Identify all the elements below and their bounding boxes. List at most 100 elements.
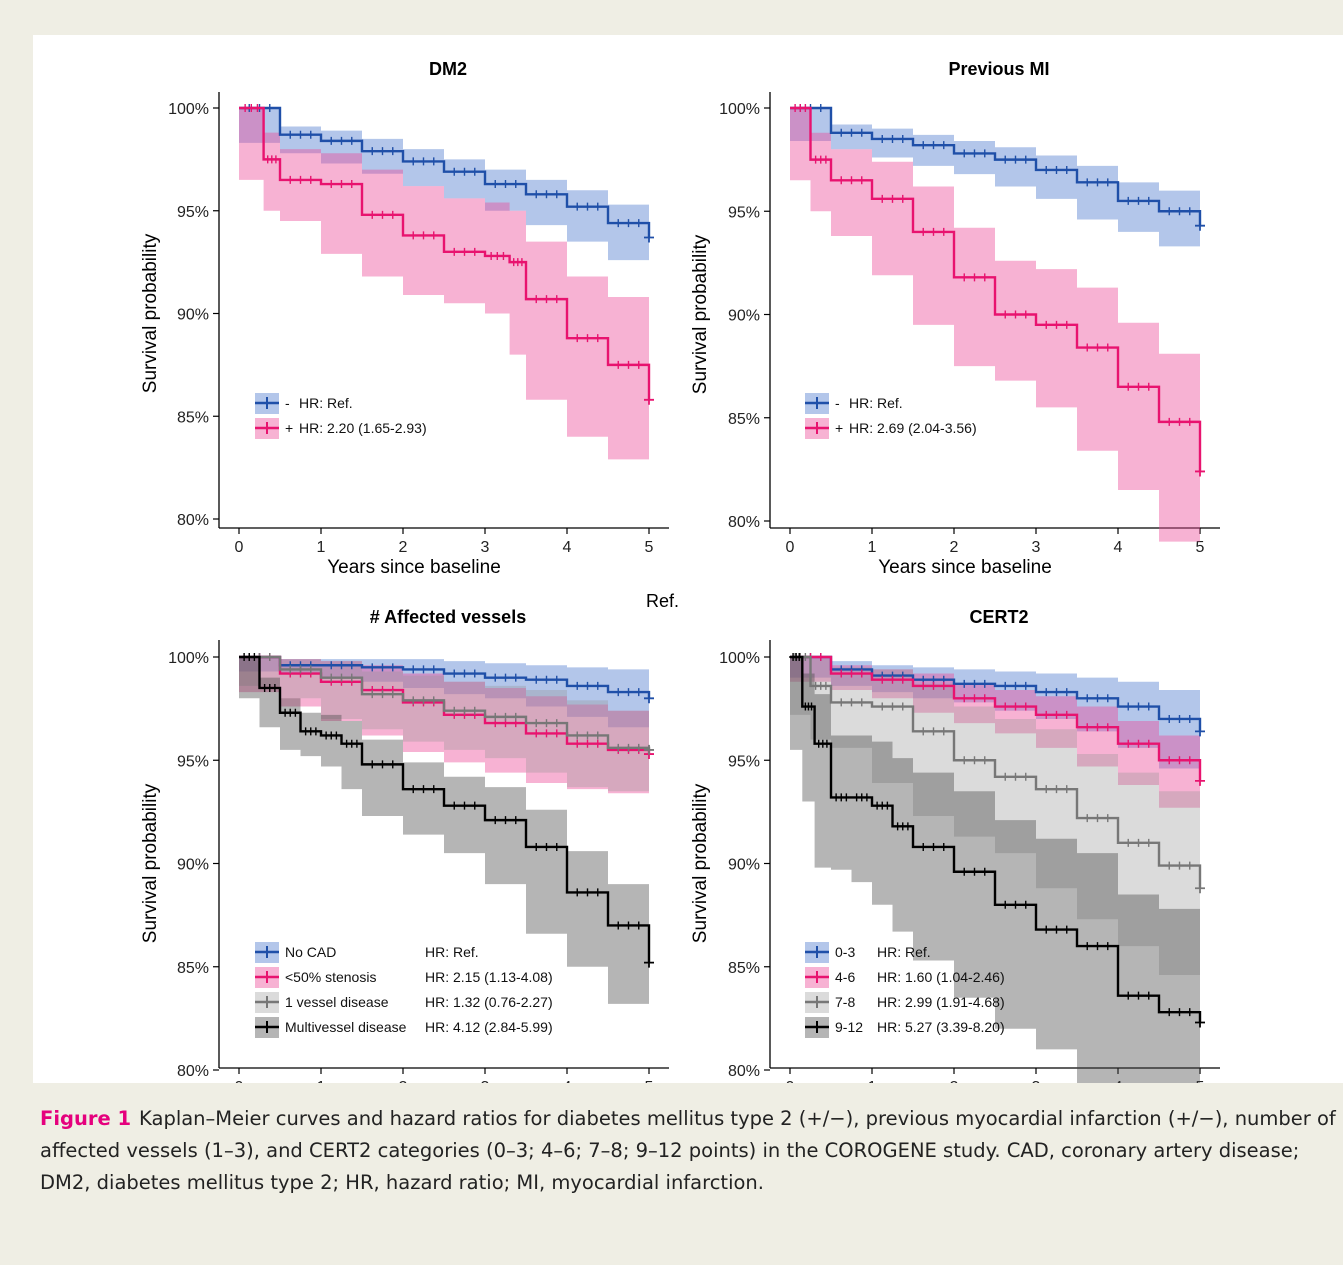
censor-mark [460, 706, 469, 715]
censor-marks-2 [241, 104, 654, 405]
x-tick-label: 0 [786, 1079, 795, 1083]
censor-mark [429, 665, 438, 674]
censor-mark [1144, 196, 1153, 205]
censor-mark [593, 202, 602, 211]
censor-mark [1144, 838, 1153, 847]
censor-mark [1021, 310, 1030, 319]
censor-mark [1144, 739, 1153, 748]
censor-marks-4 [240, 653, 654, 968]
censor-marks-3 [791, 653, 1205, 894]
y-tick-label: 85% [177, 409, 209, 426]
censor-mark [378, 147, 387, 156]
y-tick-label: 95% [177, 204, 209, 221]
censor-mark [501, 180, 510, 189]
censor-mark [857, 176, 866, 185]
censor-mark [368, 147, 377, 156]
x-tick-label: 4 [563, 1079, 572, 1083]
censor-mark [624, 360, 633, 369]
censor-mark [409, 231, 418, 240]
censor-mark [1052, 710, 1061, 719]
censor-mark [327, 673, 336, 682]
censor-mark [583, 681, 592, 690]
legend-hr: HR: 5.27 (3.39-8.20) [877, 1019, 1005, 1035]
y-tick-label: 80% [177, 1063, 209, 1080]
legend-hr: HR: Ref. [849, 395, 903, 411]
censor-mark [306, 175, 315, 184]
censor-mark [807, 702, 816, 711]
censor-mark [960, 149, 969, 158]
censor-mark [491, 673, 500, 682]
censor-mark [1103, 723, 1112, 732]
censor-mark [347, 673, 356, 682]
chart-panel-3: # Affected vessels 80% 85% 90% 95% 100% 0 1 2 3 4 5… [140, 607, 669, 1083]
censor-mark [583, 888, 592, 897]
censor-mark [511, 712, 520, 721]
ci-band-3 [790, 657, 1200, 976]
censor-mark [919, 141, 928, 150]
censor-mark [644, 693, 654, 704]
censor-mark [919, 681, 928, 690]
censor-mark [337, 673, 346, 682]
censor-mark [1021, 702, 1030, 711]
censor-mark [552, 295, 561, 304]
censor-mark [470, 167, 479, 176]
censor-mark [1001, 681, 1010, 690]
censor-mark [970, 867, 979, 876]
censor-mark [624, 921, 633, 930]
censor-mark [970, 694, 979, 703]
censor-mark [388, 663, 397, 672]
censor-mark [1062, 925, 1071, 934]
censor-mark [532, 295, 541, 304]
censor-mark [1052, 925, 1061, 934]
chart-panel-1: DM2 80% 85% 90% 95% 100% 0 1 2 3 4 5 Years since bas… [140, 59, 669, 578]
legend-hr: HR: 1.32 (0.76-2.27) [425, 994, 553, 1010]
x-tick-label: 1 [868, 1079, 877, 1083]
censor-mark [542, 190, 551, 199]
censor-mark [1165, 756, 1174, 765]
censor-mark [1124, 838, 1133, 847]
censor-mark [821, 681, 830, 690]
censor-mark [296, 175, 305, 184]
censor-mark [634, 921, 643, 930]
legend-name: <50% stenosis [285, 969, 376, 985]
censor-mark [450, 706, 459, 715]
censor-mark [960, 867, 969, 876]
censor-mark [1185, 417, 1194, 426]
censor-mark [1185, 1008, 1194, 1017]
censor-mark [644, 957, 654, 968]
censor-mark [898, 134, 907, 143]
censor-mark [837, 176, 846, 185]
censor-mark [1083, 343, 1092, 352]
censor-mark [1083, 178, 1092, 187]
censor-mark [1001, 155, 1010, 164]
censor-mark [878, 134, 887, 143]
censor-mark [470, 706, 479, 715]
chart-title: CERT2 [969, 607, 1028, 627]
censor-mark [511, 816, 520, 825]
y-tick-label: 80% [728, 514, 760, 531]
censor-mark [1093, 178, 1102, 187]
censor-mark [1165, 207, 1174, 216]
censor-mark [1134, 702, 1143, 711]
ci-band-3 [239, 657, 649, 792]
censor-mark [1042, 785, 1051, 794]
censor-mark [306, 130, 315, 139]
censor-mark [960, 756, 969, 765]
ci-band-1 [790, 657, 1200, 769]
censor-mark [573, 202, 582, 211]
censor-mark [634, 743, 643, 752]
censor-mark [409, 157, 418, 166]
censor-mark [878, 675, 887, 684]
censor-mark [837, 698, 846, 707]
censor-mark [1103, 343, 1112, 352]
censor-mark [573, 681, 582, 690]
censor-mark [821, 155, 830, 164]
censor-mark [857, 698, 866, 707]
censor-mark [1001, 900, 1010, 909]
legend: - HR: Ref. + HR: 2.69 (2.04-3.56) [805, 393, 977, 439]
censor-mark [501, 712, 510, 721]
chart-panel-2: Previous MI 80% 85% 90% 95% 100% 0 1 2 3 4 5 Years s… [690, 59, 1220, 578]
censor-mark [1165, 714, 1174, 723]
censor-mark [1165, 1008, 1174, 1017]
censor-mark [614, 219, 623, 228]
